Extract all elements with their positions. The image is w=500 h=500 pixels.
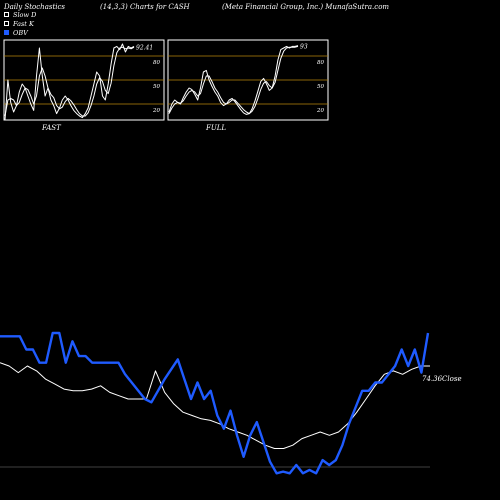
full-tick-label-50: 50 [317,84,324,90]
company-name: (Meta Financial Group, Inc.) MunafaSutra… [222,3,390,11]
legend-label-obv: OBV [13,28,28,37]
fast-last-value-label: 92.41 [136,44,153,51]
fast-fast-k-line [4,43,135,121]
chart-params: (14,3,3) Charts for CASH [100,3,190,11]
full-fast-k-line [168,45,299,115]
fast-tick-label-50: 50 [153,84,160,90]
legend-label-slow-d: Slow D [13,10,37,19]
full-last-value-label: 93 [300,44,308,51]
full-tick-label-80: 80 [317,60,324,66]
chart-title: Daily Stochastics [4,3,66,11]
legend-item-fast-k: Fast K [4,19,36,28]
legend-swatch-fast-k [4,21,9,26]
legend: Slow D Fast K OBV [4,10,36,37]
legend-swatch-obv [4,30,9,35]
fast-slow-d-line [4,46,135,117]
legend-item-obv: OBV [4,28,36,37]
close-line [0,362,430,449]
fast-panel-label: FAST [41,124,62,132]
full-panel-label: FULL [205,124,226,132]
fast-tick-label-80: 80 [153,60,160,66]
legend-item-slow-d: Slow D [4,10,36,19]
legend-swatch-slow-d [4,12,9,17]
fast-tick-label-20: 20 [152,108,160,114]
legend-label-fast-k: Fast K [13,19,34,28]
obv-line [0,331,430,475]
close-last-value-label: 74.36Close [422,375,462,383]
full-tick-label-20: 20 [316,108,324,114]
